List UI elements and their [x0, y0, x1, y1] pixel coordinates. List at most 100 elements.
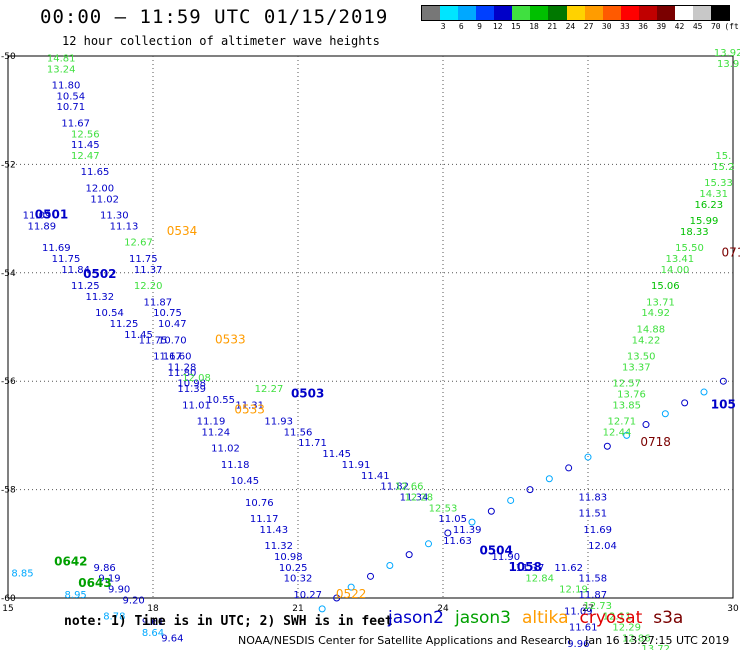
- wave-height-label: 11.75: [52, 254, 81, 265]
- wave-height-label: 13.50: [627, 352, 656, 363]
- wave-height-label: 14.81: [47, 53, 76, 64]
- wave-height-label: 11.69: [42, 243, 71, 254]
- wave-height-label: 12.84: [525, 574, 554, 585]
- wave-height-label: 9.86: [94, 563, 116, 574]
- color-scale-label: 70: [710, 22, 721, 31]
- wave-height-label: 11.71: [298, 438, 327, 449]
- y-tick-label: -60: [1, 594, 16, 604]
- wave-height-label: 12.44: [603, 427, 632, 438]
- color-scale-label: 42: [674, 22, 685, 31]
- wave-height-label: 15.33: [704, 178, 733, 189]
- legend-item-jason3: jason3: [455, 608, 511, 628]
- x-tick-label: 21: [292, 604, 303, 614]
- wave-height-label: 11.25: [71, 281, 100, 292]
- legend-item-jason2: jason2: [388, 608, 444, 628]
- color-scale-label: 30: [601, 22, 612, 31]
- wave-height-label: 13.85: [612, 400, 641, 411]
- y-tick-label: -50: [1, 52, 16, 62]
- wave-height-label: 15.99: [690, 216, 719, 227]
- wave-height-label: 11.75: [129, 254, 158, 265]
- track-dot: [405, 551, 413, 559]
- wave-height-label: 15.2: [712, 162, 734, 173]
- wave-height-label: 12.67: [124, 238, 153, 249]
- wave-height-label: 12.04: [588, 541, 617, 552]
- track-dot: [700, 388, 708, 396]
- wave-height-label: 11.63: [443, 536, 472, 547]
- wave-height-label: 12.86: [622, 633, 651, 644]
- wave-height-label: 11.83: [579, 492, 608, 503]
- wave-height-label: 11.09: [23, 211, 52, 222]
- wave-height-label: 12.20: [134, 281, 163, 292]
- color-scale-label: 18: [529, 22, 539, 31]
- track-dot: [487, 507, 495, 515]
- time-label: 0501: [35, 208, 68, 222]
- wave-height-label: 11.45: [124, 330, 153, 341]
- color-scale-swatch: [584, 6, 603, 20]
- wave-height-label: 8.78: [103, 612, 125, 623]
- wave-height-label: 11.17: [250, 514, 279, 525]
- wave-height-label: 13.41: [666, 254, 695, 265]
- wave-height-label: 10.25: [279, 563, 308, 574]
- color-scale-label: 15: [511, 22, 521, 31]
- wave-height-label: 11.24: [202, 427, 231, 438]
- track-dot: [425, 540, 432, 548]
- color-scale-label: 12: [492, 22, 503, 31]
- wave-height-label: 11.87: [579, 590, 608, 601]
- color-scale-swatch: [530, 6, 549, 20]
- footer-credit: NOAA/NESDIS Center for Satellite Applica…: [238, 634, 730, 647]
- color-scale-bar: [421, 5, 730, 21]
- color-scale-label: 45: [692, 22, 703, 31]
- wave-height-label: 11.31: [235, 400, 264, 411]
- wave-height-label: 10.55: [206, 395, 235, 406]
- wave-height-label: 10.32: [284, 574, 313, 585]
- wave-height-label: 11.56: [284, 427, 313, 438]
- wave-height-label: 9.19: [98, 574, 120, 585]
- wave-height-label: 9.20: [123, 595, 145, 606]
- wave-height-label: 11.91: [342, 460, 371, 471]
- wave-height-label: 18.33: [680, 227, 709, 238]
- wave-height-label: 12.11: [603, 612, 632, 623]
- wave-height-label: 12.47: [71, 151, 100, 162]
- wave-height-label: 11.90: [492, 552, 521, 563]
- wave-height-label: 11.30: [100, 211, 129, 222]
- wave-height-label: 13.24: [47, 64, 76, 75]
- wave-height-label: 8.95: [65, 590, 87, 601]
- color-scale-swatch: [494, 6, 513, 20]
- wave-height-label: 11.80: [52, 81, 81, 92]
- wave-height-label: 11.89: [28, 221, 57, 232]
- track-dot: [661, 410, 669, 418]
- color-scale-swatch: [674, 6, 693, 20]
- wave-height-label: 10.54: [95, 308, 124, 319]
- satellite-legend: jason2 jason3 altika cryosat s3a: [388, 608, 694, 628]
- wave-height-label: 11.19: [197, 417, 226, 428]
- wave-height-label: 11.80: [168, 368, 197, 379]
- x-tick-label: 15: [2, 604, 13, 614]
- wave-height-label: 11.75: [139, 335, 168, 346]
- wave-height-label: 12.08: [182, 373, 211, 384]
- wave-height-label: 11.39: [453, 525, 482, 536]
- wave-height-label: 12.28: [405, 492, 434, 503]
- color-scale-label: 36: [638, 22, 648, 31]
- color-scale-swatch: [476, 6, 495, 20]
- wave-height-label: 9.61: [142, 617, 164, 628]
- wave-height-label: 14.31: [699, 189, 728, 200]
- wave-height-label: 11.45: [322, 449, 351, 460]
- wave-height-label: 11.41: [361, 471, 390, 482]
- y-tick-label: -58: [1, 486, 16, 496]
- track-dot: [681, 399, 689, 407]
- x-tick-label: 27: [582, 604, 593, 614]
- wave-height-label: 11.02: [90, 194, 119, 205]
- time-label: 0502: [83, 267, 116, 281]
- wave-height-label: 16.23: [695, 200, 724, 211]
- wave-height-label: 10.98: [177, 379, 206, 390]
- wave-height-label: 14.00: [661, 265, 690, 276]
- track-dot: [367, 572, 374, 580]
- wave-height-label: 10.75: [153, 308, 182, 319]
- wave-height-label: 13.37: [622, 362, 651, 373]
- wave-height-label: 13.72: [641, 644, 670, 650]
- wave-height-label: 11.37: [516, 563, 545, 574]
- footer-note: note: 1) Time is in UTC; 2) SWH is in fe…: [64, 614, 393, 629]
- legend-item-altika: altika: [522, 608, 569, 628]
- wave-height-label: 15.50: [675, 243, 704, 254]
